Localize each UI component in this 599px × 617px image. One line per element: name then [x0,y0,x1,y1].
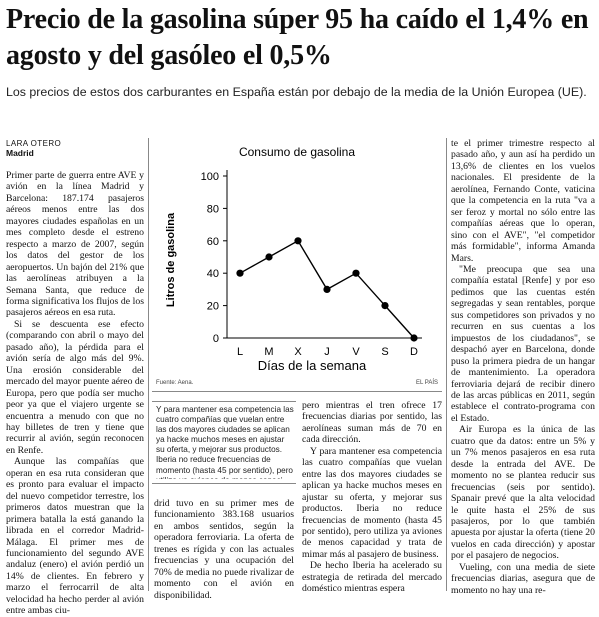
chart-credit: EL PAÍS [416,379,438,386]
article-column-3: pero mientras el tren ofrece 17 frecuenc… [302,400,442,595]
paragraph: Air Europa es la única de las cuatro que… [451,424,595,562]
paragraph: Aunque las compañías que operan en esa r… [6,456,144,617]
y-tick-label: 80 [207,203,219,215]
paragraph: De hecho Iberia ha acelerado su estrateg… [302,560,442,595]
byline: LARA OTERO Madrid [6,139,144,158]
pull-quote: Y para mantener esa competencia las cuat… [156,405,294,479]
y-axis-label: Litros de gasolina [165,212,177,307]
x-tick-label: J [324,346,330,358]
data-point [294,237,302,245]
paragraph: Si se descuenta ese efecto (comparando c… [6,318,144,456]
subheadline: Los precios de estos dos carburantes en … [6,85,587,99]
paragraph: Vueling, con una media de siete frecuenc… [451,561,595,596]
headline: Precio de la gasolina súper 95 ha caído … [6,4,589,71]
x-tick-label: L [237,346,243,358]
column-rule [148,138,149,591]
x-tick-label: S [381,346,388,358]
pull-quote-rule-top [152,401,296,402]
paragraph: "Me preocupa que sea una compañía estata… [451,263,595,424]
x-axis-label: Días de la semana [258,358,367,373]
data-point [381,302,389,310]
data-point [265,253,273,261]
article-column-1: Primer parte de guerra entre AVE y avión… [6,170,144,617]
chart-source: Fuente: Aena. [156,380,194,386]
byline-place: Madrid [6,148,34,158]
y-tick-label: 60 [207,236,219,248]
line-chart: Consumo de gasolina Litros de gasolina D… [156,145,438,386]
x-tick-label: M [264,346,273,358]
y-tick-label: 100 [201,171,219,183]
x-tick-label: X [294,346,302,358]
article-column-4: te el primer trimestre respecto al pasad… [451,138,595,596]
y-tick-label: 0 [213,333,219,345]
chart-plot-area: 0 20 40 60 80 100 L M X J V S D [201,170,422,358]
paragraph: Y para mantener esa competencia las cuat… [302,445,442,560]
data-point [352,269,360,277]
data-point [410,334,418,342]
byline-author: LARA OTERO [6,139,62,148]
pull-quote-text: Y para mantener esa competencia las cuat… [156,405,294,479]
chart-rule [152,391,442,392]
paragraph: Primer parte de guerra entre AVE y avión… [6,170,144,319]
data-point [323,285,331,293]
pull-quote-rule-bottom [152,483,296,484]
column-rule [446,138,447,591]
paragraph: drid tuvo en su primer mes de funcionami… [154,498,294,601]
paragraph: pero mientras el tren ofrece 17 frecuenc… [302,400,442,446]
y-tick-label: 20 [207,301,219,313]
x-tick-label: V [352,346,360,358]
paragraph: te el primer trimestre respecto al pasad… [451,138,595,264]
x-tick-label: D [410,346,418,358]
y-tick-label: 40 [207,268,219,280]
chart-figure: Consumo de gasolina Litros de gasolina D… [152,138,442,388]
data-point [236,269,244,277]
chart-title: Consumo de gasolina [239,145,355,159]
article-column-2: drid tuvo en su primer mes de funcionami… [154,498,294,601]
